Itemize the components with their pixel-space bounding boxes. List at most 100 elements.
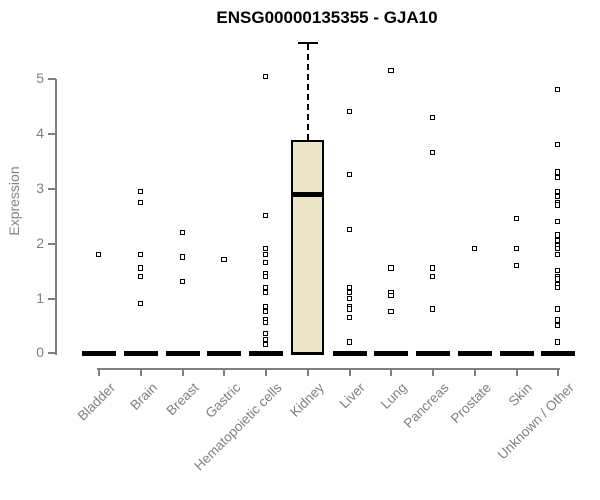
x-category-label: Prostate [447, 380, 494, 427]
zero-bar [499, 350, 534, 356]
data-point-marker [346, 284, 352, 290]
x-axis-tick [265, 368, 268, 376]
y-axis-tick [48, 78, 56, 81]
data-point-marker [346, 172, 352, 178]
data-point-marker [388, 292, 394, 298]
data-point-marker [263, 309, 269, 315]
x-category-label: Bladder [74, 380, 118, 424]
data-point-marker [555, 306, 561, 312]
x-axis-tick [98, 368, 101, 376]
x-category-label: Lung [378, 380, 410, 412]
data-point-marker [430, 114, 436, 120]
y-axis-line [55, 79, 57, 356]
data-point-marker [263, 336, 269, 342]
median-line [291, 191, 325, 197]
zero-bar [332, 350, 367, 356]
data-point-marker [346, 314, 352, 320]
zero-bar [207, 350, 242, 356]
data-point-marker [555, 339, 561, 345]
data-point-marker [430, 150, 436, 156]
data-point-marker [263, 342, 269, 348]
data-point-marker [555, 237, 561, 244]
y-axis-tick-label: 3 [36, 179, 44, 196]
whisker-line [306, 43, 309, 140]
data-point-marker [513, 246, 519, 252]
data-point-marker [555, 268, 561, 274]
data-point-marker [346, 339, 352, 345]
x-axis-tick [223, 368, 226, 376]
data-point-marker [555, 169, 561, 175]
data-point-marker [263, 259, 269, 266]
x-axis-tick [557, 368, 560, 376]
zero-bar [249, 350, 284, 356]
data-point-marker [346, 295, 352, 301]
data-point-marker [346, 109, 352, 115]
data-point-marker [555, 194, 561, 200]
data-point-marker [555, 276, 561, 282]
data-point-marker [471, 246, 477, 252]
zero-bar [457, 350, 492, 356]
zero-bar [165, 350, 200, 356]
data-point-marker [263, 290, 269, 296]
whisker-cap [297, 41, 318, 44]
y-axis-tick-label: 0 [36, 344, 44, 361]
x-category-label: Gastric [202, 380, 244, 421]
data-point-marker [555, 202, 561, 208]
x-category-label: Breast [163, 380, 202, 419]
data-point-marker [179, 279, 185, 285]
x-axis-tick [348, 368, 351, 376]
y-axis-tick-label: 1 [36, 289, 44, 306]
data-point-marker [388, 68, 394, 74]
data-point-marker [430, 306, 436, 312]
x-category-label: Unknown / Other [494, 380, 577, 463]
y-axis-tick-label: 5 [36, 70, 44, 87]
data-point-marker [555, 251, 561, 257]
data-point-marker [263, 251, 269, 257]
data-point-marker [430, 273, 436, 279]
data-point-marker [388, 265, 394, 271]
data-point-marker [263, 246, 269, 252]
data-point-marker [263, 213, 269, 219]
chart-title: ENSG00000135355 - GJA10 [216, 8, 438, 27]
data-point-marker [555, 142, 561, 148]
zero-bar [124, 350, 159, 356]
x-axis-tick [473, 368, 476, 376]
data-point-marker [346, 306, 352, 312]
y-axis-tick-label: 2 [36, 234, 44, 251]
data-point-marker [388, 309, 394, 315]
data-point-marker [555, 218, 561, 224]
box [291, 139, 325, 356]
y-axis-tick [48, 133, 56, 136]
data-point-marker [555, 317, 561, 323]
x-axis-tick [390, 368, 393, 376]
y-axis-tick [48, 297, 56, 300]
data-point-marker [555, 232, 561, 238]
data-point-marker [138, 251, 144, 257]
data-point-marker [179, 254, 185, 260]
data-point-marker [138, 188, 144, 194]
x-category-label: Skin [505, 380, 536, 410]
data-point-marker [555, 322, 561, 329]
y-axis-tick [48, 352, 56, 355]
data-point-marker [138, 300, 144, 307]
data-point-marker [555, 87, 561, 93]
y-axis-tick-label: 4 [36, 125, 44, 142]
data-point-marker [430, 265, 436, 271]
data-point-marker [513, 216, 519, 222]
data-point-marker [263, 331, 269, 337]
x-category-label: Liver [336, 380, 369, 412]
x-axis-tick [140, 368, 143, 376]
x-category-label: Pancreas [400, 380, 452, 431]
zero-bar [82, 350, 117, 356]
data-point-marker [138, 199, 144, 205]
data-point-marker [138, 265, 144, 271]
y-axis-tick [48, 242, 56, 245]
data-point-marker [221, 257, 227, 263]
data-point-marker [138, 273, 144, 279]
data-point-marker [555, 246, 561, 252]
data-point-marker [346, 290, 352, 296]
data-point-marker [263, 303, 269, 309]
data-point-marker [555, 188, 561, 194]
data-point-marker [513, 262, 519, 268]
